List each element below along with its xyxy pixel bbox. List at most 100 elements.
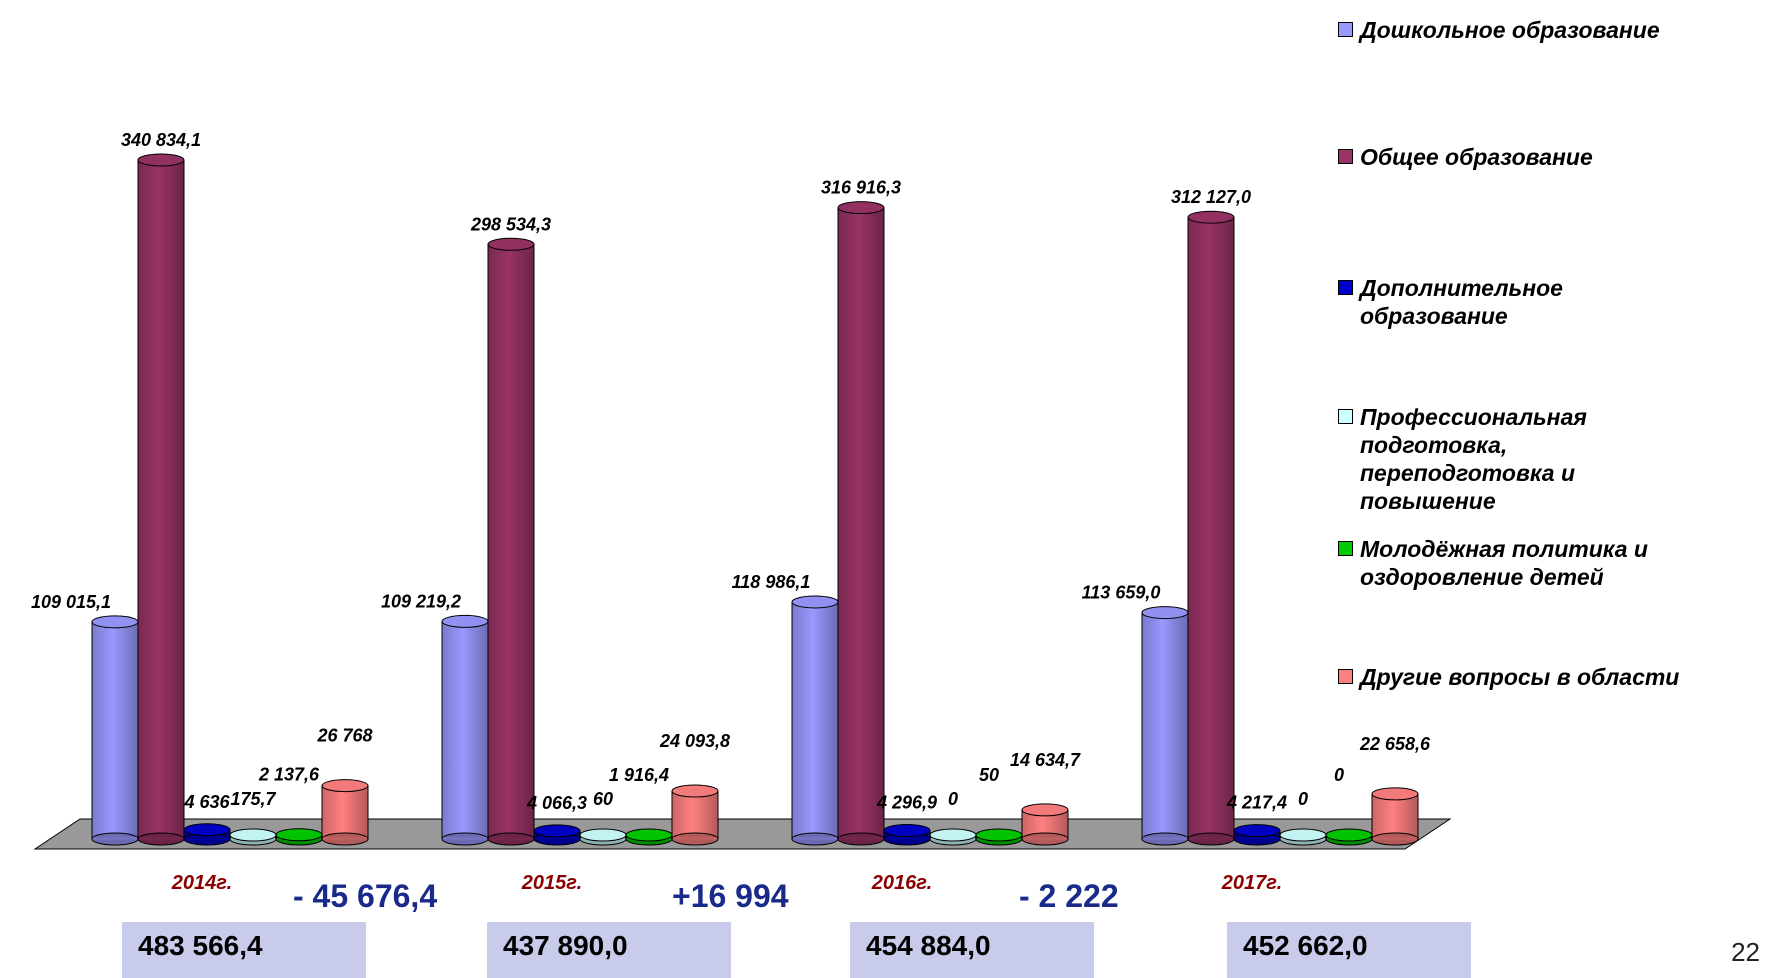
bar-base-fill: [1235, 837, 1279, 840]
bar: [441, 614, 489, 846]
bar-top: [1279, 828, 1327, 842]
bar-body: [487, 243, 535, 840]
value-label: 0: [948, 789, 958, 809]
bar: [1187, 210, 1235, 846]
bar: [183, 823, 231, 846]
bar-body: [321, 785, 369, 840]
bar-top: [791, 595, 839, 609]
difference-2014-2015: - 45 676,4: [293, 878, 438, 914]
bar-top: [671, 784, 719, 798]
bar: [275, 828, 323, 846]
legend-label: Общее образование: [1360, 144, 1593, 170]
bar: [929, 828, 977, 846]
category-label: 2017г.: [1221, 872, 1282, 894]
bar: [321, 779, 369, 846]
bar-top: [1187, 210, 1235, 224]
bar-base-fill: [1023, 837, 1067, 840]
value-label: 312 127,0: [1171, 187, 1251, 207]
bar-base-fill: [489, 837, 533, 840]
bar-top: [579, 828, 627, 842]
bar: [91, 615, 139, 846]
bar-base-fill: [185, 837, 229, 840]
bar-body: [1187, 216, 1235, 840]
bar-base-fill: [673, 837, 717, 840]
legend-swatch: [1338, 280, 1353, 295]
legend-label: Профессиональная подготовка, переподгото…: [1360, 404, 1587, 514]
value-label: 118 986,1: [732, 572, 811, 592]
bar-body: [837, 207, 885, 840]
value-label: 340 834,1: [121, 130, 201, 150]
bar: [579, 828, 627, 846]
legend-swatch: [1338, 22, 1353, 37]
bar-top: [1021, 803, 1069, 817]
legend-label: Дополнительное образование: [1360, 275, 1563, 329]
legend-swatch: [1338, 669, 1353, 684]
legend-swatch: [1338, 409, 1353, 424]
bar: [487, 237, 535, 846]
value-label: 175,7: [230, 789, 276, 809]
bar: [791, 595, 839, 846]
legend-item-preschool: Дошкольное образование: [1338, 16, 1760, 44]
bar-top: [929, 828, 977, 842]
bar-body: [671, 790, 719, 840]
bar-top: [441, 614, 489, 628]
category-label: 2014г.: [171, 872, 232, 894]
value-labels: 109 015,1 340 834,1 4 636 175,7 2 137,6 26 76…: [31, 130, 1431, 813]
bar-top: [229, 828, 277, 842]
value-label: 109 015,1: [31, 592, 111, 612]
bar: [1279, 828, 1327, 846]
bar-top: [625, 828, 673, 842]
bar-body: [137, 159, 185, 840]
bar-top: [487, 237, 535, 251]
value-label: 316 916,3: [821, 178, 901, 198]
value-label: 4 296,9: [876, 792, 937, 812]
legend-label: Дошкольное образование: [1360, 17, 1660, 43]
bar-top: [883, 823, 931, 837]
total-2015: 437 890,0: [487, 922, 731, 978]
bar-base-fill: [323, 837, 367, 840]
value-label: 4 636: [183, 792, 230, 812]
value-label: 2 137,6: [258, 765, 320, 785]
value-label: 113 659,0: [1082, 583, 1161, 603]
legend-item-professional: Профессиональная подготовка, переподгото…: [1338, 403, 1660, 515]
bar-top: [1325, 828, 1373, 842]
bar-top: [837, 201, 885, 215]
legend-swatch: [1338, 149, 1353, 164]
bar: [1141, 606, 1189, 846]
bar-top: [533, 824, 581, 838]
bar-base-fill: [839, 837, 883, 840]
legend-label: Молодёжная политика и оздоровление детей: [1360, 536, 1648, 590]
bar-base-fill: [885, 837, 929, 840]
bar: [1021, 803, 1069, 846]
category-label: 2016г.: [871, 872, 932, 894]
bar-top: [183, 823, 231, 837]
bar-base-fill: [1189, 837, 1233, 840]
bar-top: [321, 779, 369, 793]
bar: [625, 828, 673, 846]
bar-base-fill: [93, 837, 137, 840]
bar-body: [1371, 793, 1419, 840]
bar: [1325, 828, 1373, 846]
legend-item-additional: Дополнительное образование: [1338, 274, 1660, 330]
bar-top: [137, 153, 185, 167]
value-label: 22 658,6: [1359, 734, 1431, 754]
bar-top: [1233, 824, 1281, 838]
bar: [671, 784, 719, 846]
bar-top: [1371, 787, 1419, 801]
value-label: 1 916,4: [609, 765, 669, 785]
legend-item-other: Другие вопросы в области: [1338, 663, 1760, 691]
bar: [533, 824, 581, 846]
bar-base-fill: [1143, 837, 1187, 840]
difference-2016-2017: - 2 222: [1019, 878, 1119, 914]
bar: [883, 823, 931, 846]
value-label: 24 093,8: [659, 731, 730, 751]
bar: [1371, 787, 1419, 846]
category-label: 2015г.: [521, 872, 582, 894]
bar-base-fill: [1373, 837, 1417, 840]
legend-label: Другие вопросы в области: [1360, 664, 1680, 690]
value-label: 0: [1334, 765, 1344, 785]
bar: [975, 828, 1023, 846]
value-label: 14 634,7: [1010, 750, 1081, 770]
legend-swatch: [1338, 541, 1353, 556]
